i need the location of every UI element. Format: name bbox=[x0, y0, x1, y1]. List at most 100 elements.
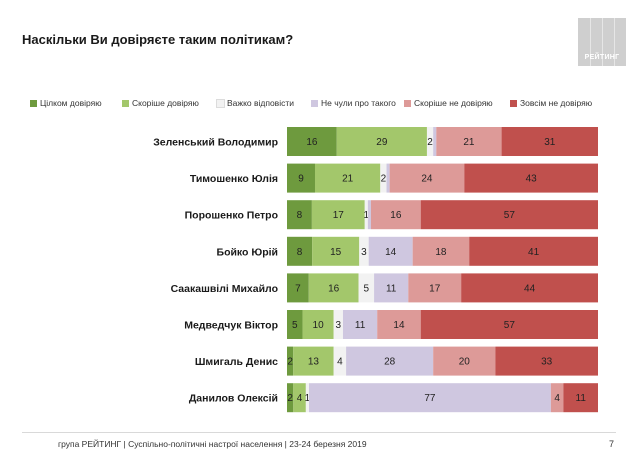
bar-segment bbox=[374, 273, 409, 303]
category-label: Данилов Олексій bbox=[189, 393, 278, 405]
chart-legend: Цілком довіряю Скоріше довіряю Важко відпо… bbox=[30, 98, 620, 112]
data-label: 2 bbox=[287, 393, 293, 404]
data-label: 2 bbox=[287, 357, 293, 368]
legend-swatch bbox=[216, 98, 225, 108]
data-label: 2 bbox=[427, 137, 433, 148]
data-label: 1 bbox=[364, 210, 370, 221]
bar-segment bbox=[461, 273, 598, 303]
data-label: 8 bbox=[297, 247, 303, 258]
bar-segment bbox=[426, 127, 434, 156]
bar-segment bbox=[302, 310, 334, 339]
data-label: 77 bbox=[424, 393, 436, 404]
legend-item: Зовсім не довіряю bbox=[510, 98, 592, 108]
data-label: 15 bbox=[330, 247, 342, 258]
bar-segment bbox=[550, 383, 564, 413]
legend-item: Скоріше довіряю bbox=[122, 98, 199, 108]
data-label: 31 bbox=[544, 137, 556, 148]
data-label: 16 bbox=[390, 210, 402, 221]
logo-stripe bbox=[614, 18, 615, 66]
bar-segment bbox=[312, 236, 360, 266]
category-label: Порошенко Петро bbox=[185, 210, 278, 222]
bar-segment bbox=[287, 163, 315, 193]
bar-segment bbox=[293, 383, 306, 413]
data-label: 8 bbox=[297, 210, 303, 221]
legend-swatch bbox=[510, 99, 517, 107]
data-label: 3 bbox=[336, 320, 342, 331]
data-label: 10 bbox=[313, 320, 325, 331]
bar-segment bbox=[469, 236, 598, 266]
data-label: 11 bbox=[355, 320, 366, 331]
data-label: 17 bbox=[429, 283, 441, 294]
bar-segment bbox=[287, 346, 294, 376]
data-label: 41 bbox=[528, 247, 540, 258]
bar-segment bbox=[380, 163, 387, 193]
bar-segment bbox=[436, 127, 502, 156]
data-label: 3 bbox=[361, 247, 367, 258]
data-label: 44 bbox=[524, 283, 536, 294]
bar-segment bbox=[412, 236, 470, 266]
legend-label: Зовсім не довіряю bbox=[520, 98, 593, 108]
bar-segment bbox=[386, 163, 390, 193]
data-label: 21 bbox=[463, 137, 475, 148]
data-label: 24 bbox=[421, 174, 433, 185]
data-label: 14 bbox=[385, 247, 397, 258]
legend-item: Скоріше не довіряю bbox=[404, 98, 493, 108]
category-label: Саакашвілі Михайло bbox=[171, 283, 278, 295]
bar-segment bbox=[377, 310, 421, 339]
legend-label: Скоріше довіряю bbox=[132, 98, 199, 108]
bar-segment bbox=[464, 163, 598, 193]
bar-segment bbox=[370, 200, 421, 230]
bar-segment bbox=[293, 346, 334, 376]
bar-segment bbox=[314, 163, 381, 193]
bar-segment bbox=[389, 163, 465, 193]
bar-segment bbox=[287, 127, 337, 156]
legend-item: Не чули про такого bbox=[311, 98, 396, 108]
legend-swatch bbox=[122, 99, 129, 107]
bar-segment bbox=[367, 200, 371, 230]
data-label: 1 bbox=[305, 393, 311, 404]
data-label: 4 bbox=[554, 393, 560, 404]
data-label: 21 bbox=[342, 174, 354, 185]
legend-swatch bbox=[311, 99, 318, 107]
category-label: Зеленський Володимир bbox=[153, 137, 278, 149]
bar-segment bbox=[308, 383, 551, 413]
data-label: 4 bbox=[337, 357, 343, 368]
page-number: 7 bbox=[609, 439, 615, 449]
logo-stripe bbox=[590, 18, 591, 66]
bar-segment bbox=[358, 273, 375, 303]
data-label: 5 bbox=[364, 283, 370, 294]
bar-segment bbox=[420, 310, 598, 339]
legend-swatch bbox=[30, 99, 37, 107]
data-label: 9 bbox=[298, 174, 304, 185]
data-label: 33 bbox=[541, 357, 553, 368]
data-label: 4 bbox=[297, 393, 303, 404]
legend-label: Скоріше не довіряю bbox=[414, 98, 493, 108]
data-label: 28 bbox=[384, 357, 396, 368]
bar-segment bbox=[342, 310, 378, 339]
data-label: 20 bbox=[459, 357, 471, 368]
bar-segment bbox=[333, 346, 347, 376]
bar-segment bbox=[433, 346, 496, 376]
legend-label: Не чули про такого bbox=[321, 98, 396, 108]
data-label: 43 bbox=[526, 174, 538, 185]
data-label: 5 bbox=[292, 320, 298, 331]
bar-segment bbox=[287, 236, 313, 266]
legend-label: Важко відповісти bbox=[227, 98, 294, 108]
data-label: 7 bbox=[295, 283, 301, 294]
bar-segment bbox=[336, 127, 427, 156]
legend-item: Цілком довіряю bbox=[30, 98, 102, 108]
bar-segment bbox=[346, 346, 434, 376]
bar-segment bbox=[368, 236, 413, 266]
bar-segment bbox=[359, 236, 369, 266]
data-label: 57 bbox=[504, 320, 516, 331]
chart-title: Наскільки Ви довіряєте таким політикам? bbox=[22, 32, 294, 47]
bar-segment bbox=[308, 273, 359, 303]
data-label: 16 bbox=[328, 283, 340, 294]
rating-logo: РЕЙТИНГ bbox=[578, 18, 626, 66]
data-label: 11 bbox=[576, 393, 587, 404]
data-label: 11 bbox=[386, 283, 397, 294]
bar-segment bbox=[364, 200, 368, 230]
data-label: 16 bbox=[306, 137, 318, 148]
bar-segment bbox=[287, 273, 309, 303]
